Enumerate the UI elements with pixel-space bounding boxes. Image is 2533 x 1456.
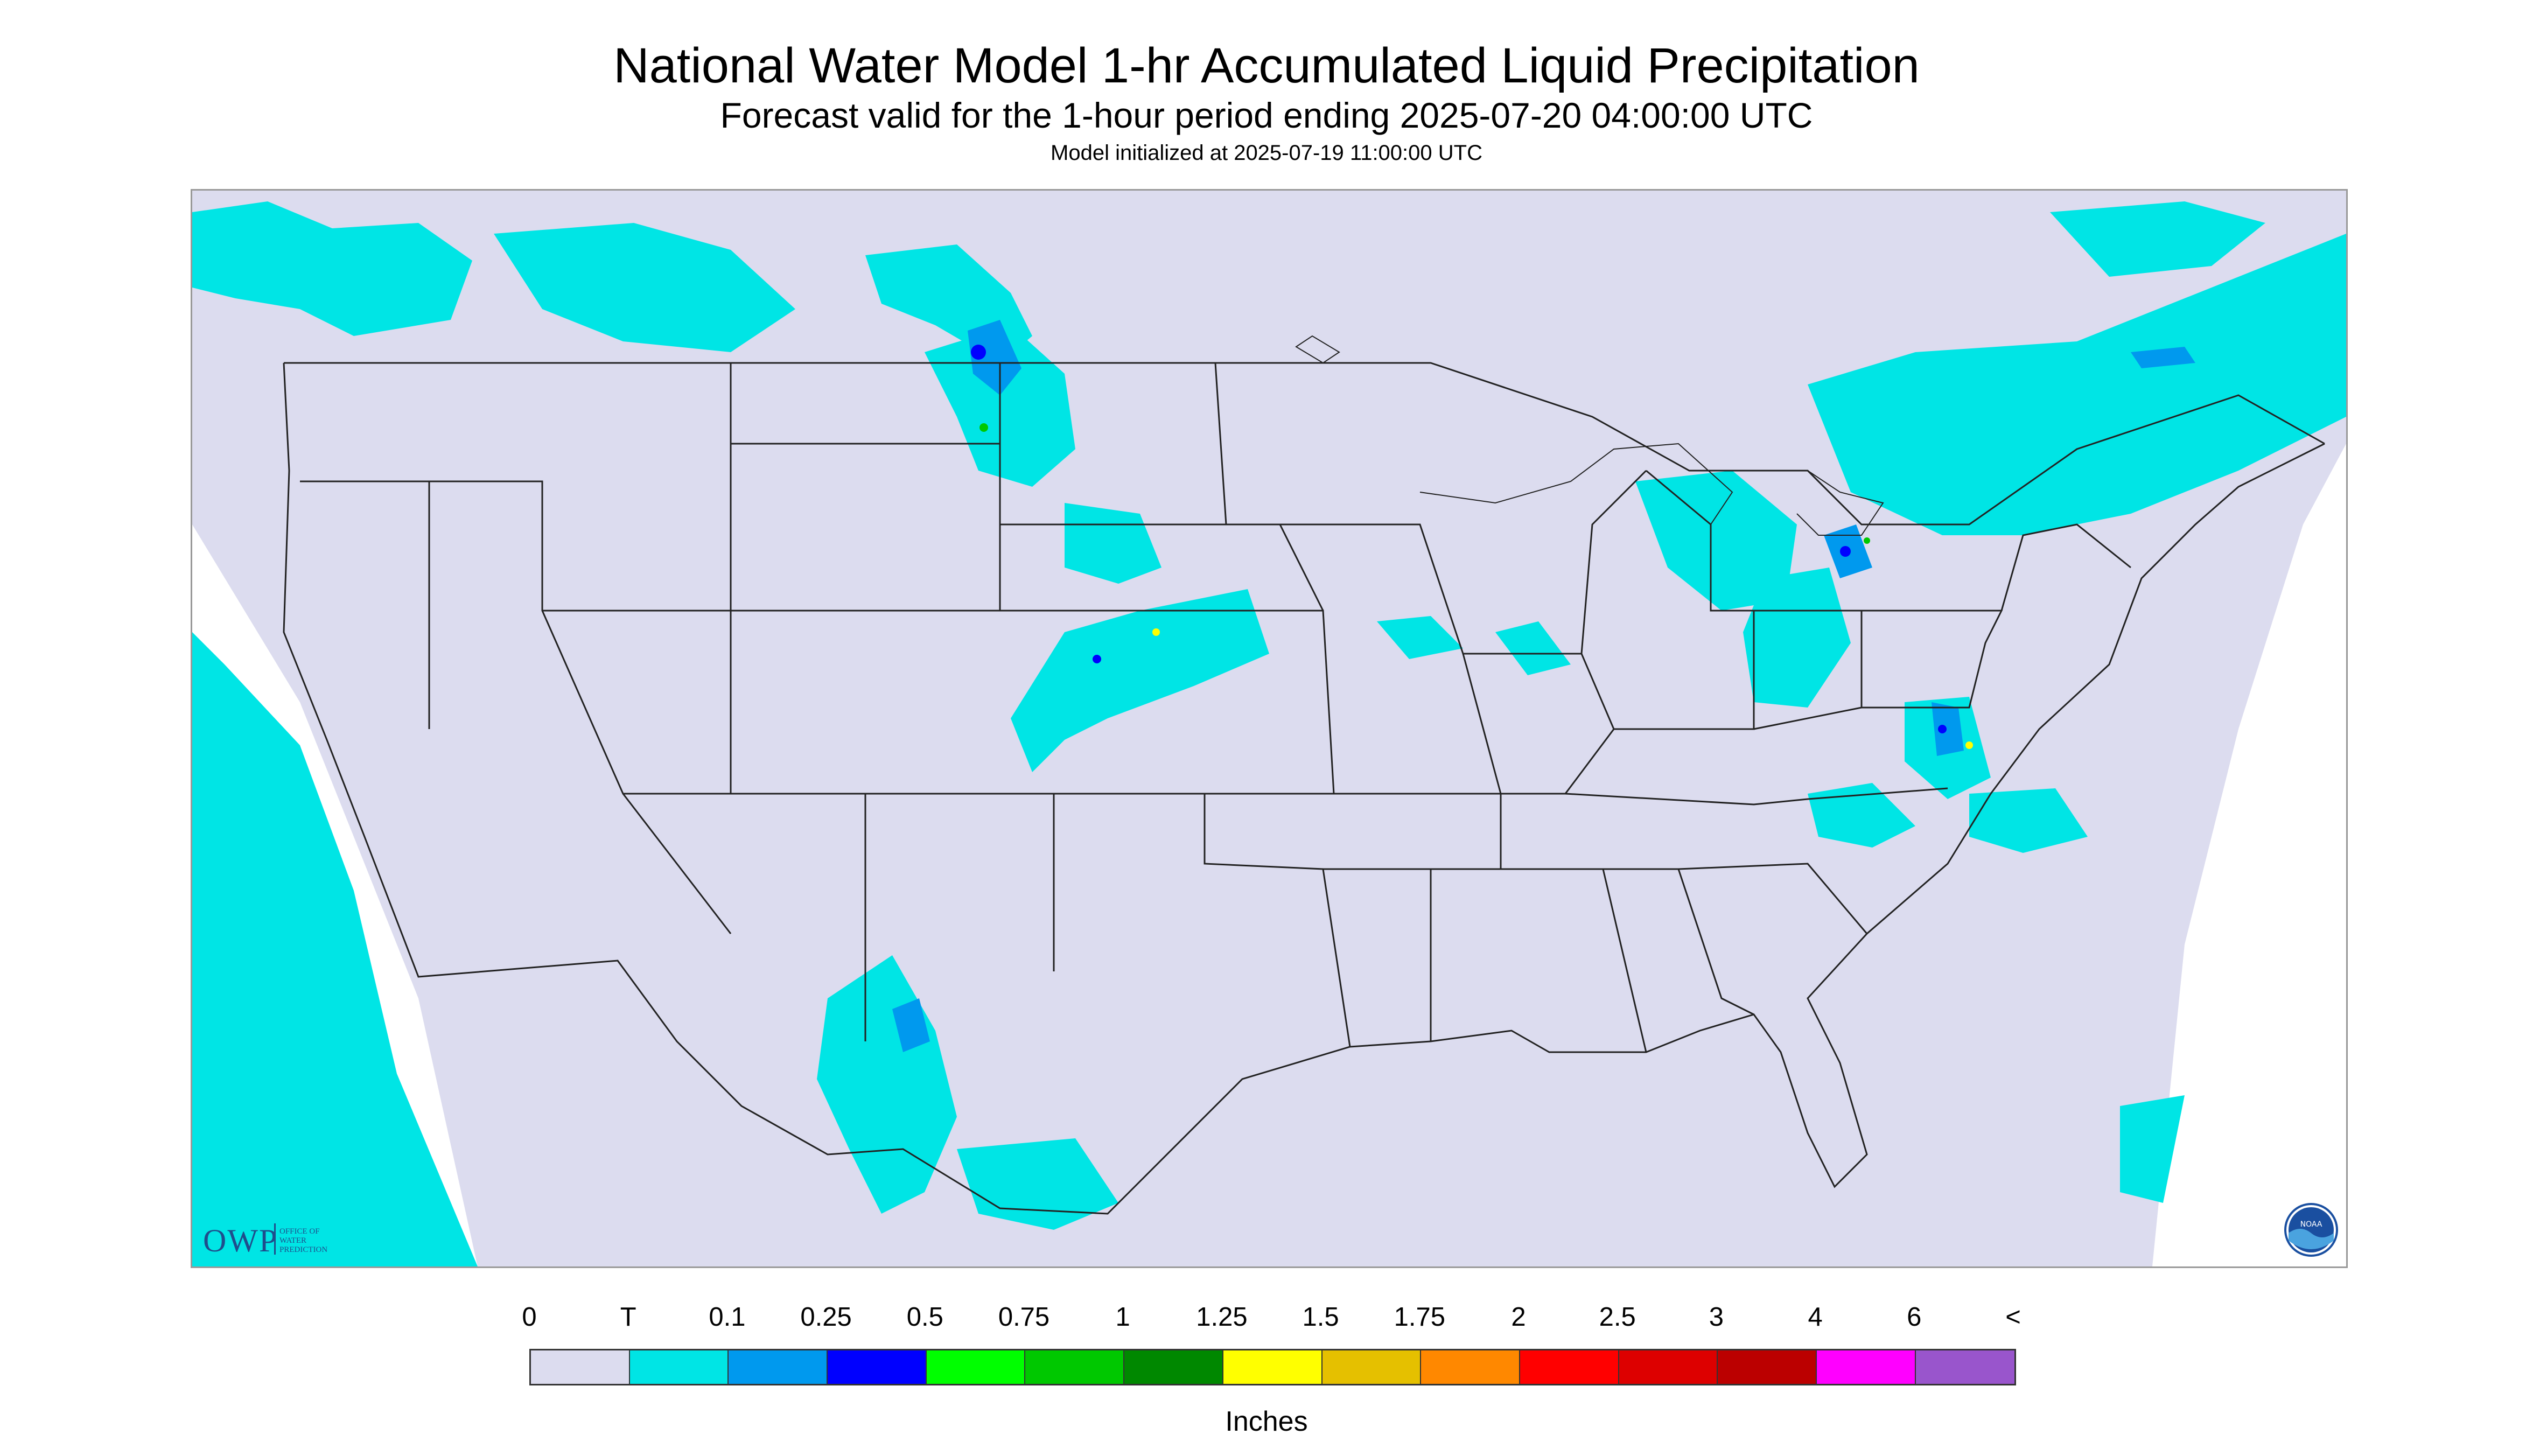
svg-text:OFFICE OF: OFFICE OF <box>279 1227 320 1236</box>
colorbar-swatch <box>629 1350 729 1384</box>
precipitation-map: OWP OFFICE OF WATER PREDICTION NOAA <box>191 189 2348 1268</box>
map-canvas: OWP OFFICE OF WATER PREDICTION NOAA <box>192 191 2346 1266</box>
model-init-time: Model initialized at 2025-07-19 11:00:00… <box>1051 141 1482 165</box>
precip-trace-areas <box>192 201 2346 1266</box>
svg-text:NOAA: NOAA <box>2300 1220 2322 1229</box>
state-boundaries <box>283 362 2325 1215</box>
colorbar-swatch <box>926 1350 1026 1384</box>
colorbar-swatch <box>1124 1350 1223 1384</box>
colorbar-swatch <box>1025 1350 1125 1384</box>
colorbar-label: 1 <box>1115 1303 1130 1332</box>
colorbar-swatch <box>1816 1350 1916 1384</box>
coastline-detail <box>1295 335 1884 536</box>
colorbar-labels: 0 T 0.1 0.25 0.5 0.75 1 1.25 1.5 1.75 2 2.5 3 4 6 < <box>503 1302 2020 1340</box>
precip-moderate-areas <box>971 345 1947 733</box>
owp-logo: OWP OFFICE OF WATER PREDICTION <box>203 1223 327 1258</box>
colorbar-swatch <box>1619 1350 1718 1384</box>
svg-text:OWP: OWP <box>203 1223 278 1258</box>
svg-text:PREDICTION: PREDICTION <box>279 1245 327 1254</box>
svg-text:WATER: WATER <box>279 1236 306 1245</box>
colorbar-units: Inches <box>1225 1406 1308 1437</box>
colorbar-label: 1.25 <box>1196 1303 1248 1332</box>
colorbar-label: < <box>2005 1303 2021 1332</box>
colorbar-label: 2.5 <box>1599 1303 1636 1332</box>
colorbar-swatch <box>1520 1350 1619 1384</box>
colorbar-label: 0.1 <box>709 1303 746 1332</box>
colorbar-swatch <box>1421 1350 1520 1384</box>
colorbar <box>529 1349 2017 1385</box>
colorbar-swatch <box>1223 1350 1323 1384</box>
map-subtitle: Forecast valid for the 1-hour period end… <box>720 95 1813 135</box>
precip-heavy-spots <box>979 423 1973 749</box>
colorbar-label: 3 <box>1709 1303 1724 1332</box>
colorbar-swatch <box>729 1350 828 1384</box>
colorbar-label: 2 <box>1511 1303 1526 1332</box>
map-title: National Water Model 1-hr Accumulated Li… <box>613 38 1920 93</box>
colorbar-label: 0 <box>522 1303 537 1332</box>
colorbar-label: 0.75 <box>998 1303 1050 1332</box>
colorbar-swatch <box>1322 1350 1422 1384</box>
colorbar-swatch <box>531 1350 630 1384</box>
colorbar-label: 0.5 <box>906 1303 943 1332</box>
colorbar-label: 0.25 <box>800 1303 852 1332</box>
colorbar-label: T <box>620 1303 636 1332</box>
colorbar-label: 6 <box>1907 1303 1922 1332</box>
colorbar-label: 1.5 <box>1302 1303 1339 1332</box>
colorbar-label: 4 <box>1808 1303 1823 1332</box>
colorbar-swatch <box>1915 1350 2015 1384</box>
noaa-logo: NOAA <box>2284 1203 2338 1257</box>
colorbar-swatch <box>1718 1350 1817 1384</box>
colorbar-label: 1.75 <box>1394 1303 1445 1332</box>
colorbar-swatch <box>828 1350 927 1384</box>
